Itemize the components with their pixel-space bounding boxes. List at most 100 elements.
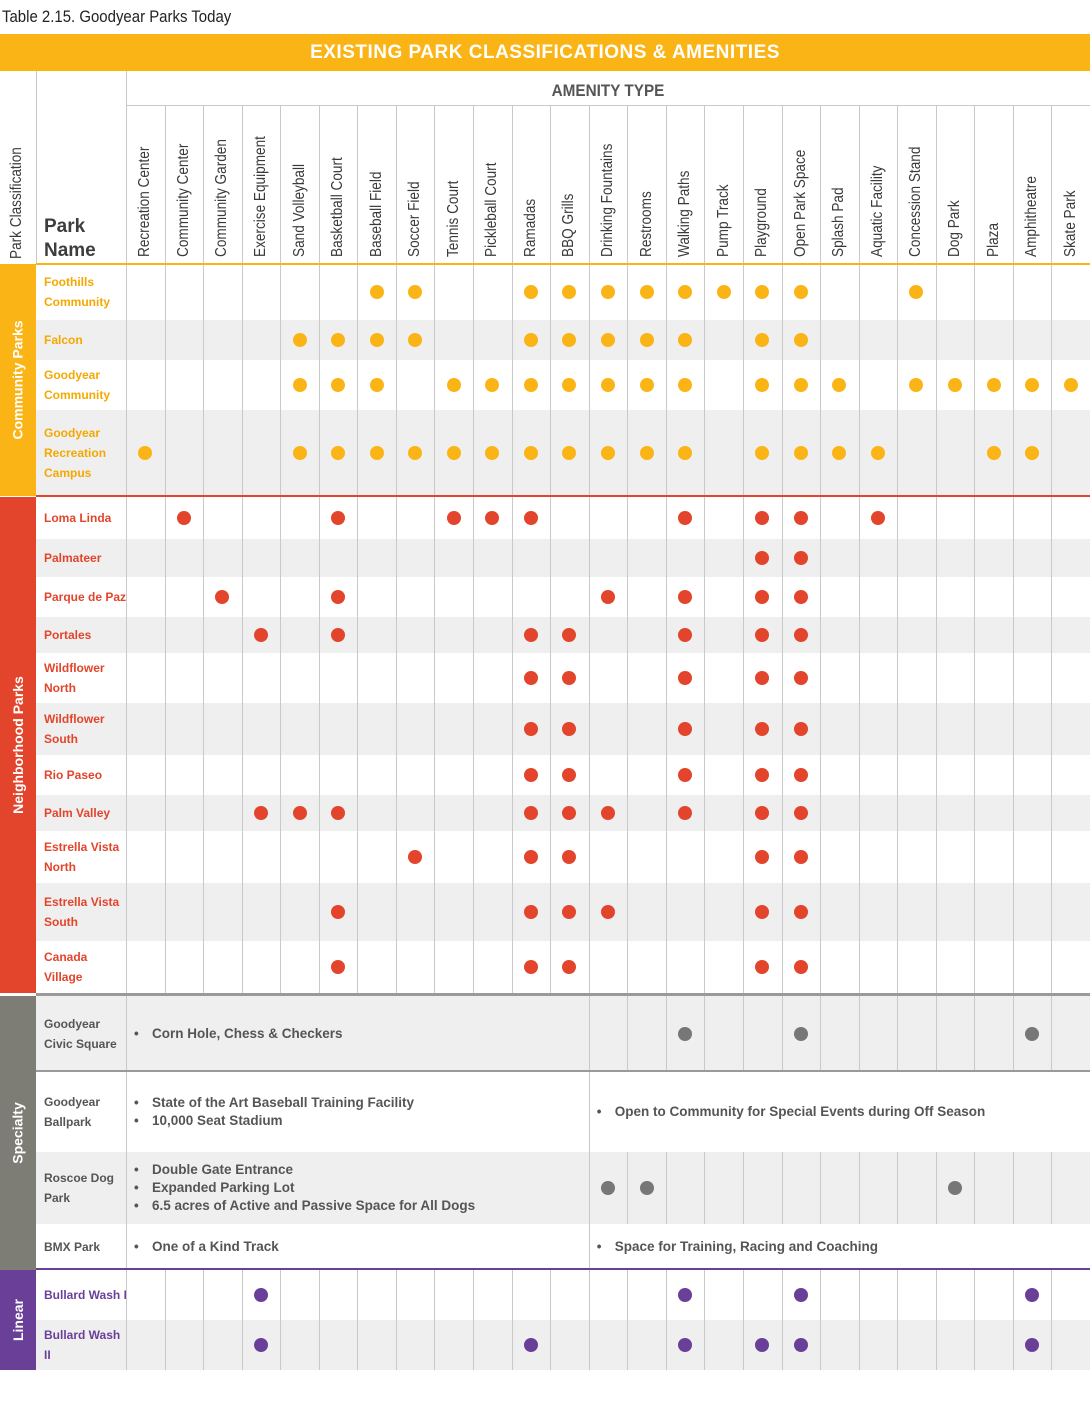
row-divider <box>1012 703 1014 755</box>
note-item: 10,000 Seat Stadium <box>134 1112 414 1130</box>
amenity-dot <box>793 551 808 565</box>
row-divider <box>203 577 205 617</box>
row-divider <box>357 1270 359 1320</box>
amenity-dot <box>292 333 307 347</box>
amenity-dot <box>1025 1288 1040 1302</box>
park-name: BMX Park <box>44 1240 101 1254</box>
amenity-dot <box>408 850 423 864</box>
amenity-header-label: Playground <box>753 188 771 257</box>
row-divider <box>781 795 783 831</box>
header-divider <box>820 105 822 264</box>
row-divider <box>781 996 783 1072</box>
row-divider <box>126 577 127 617</box>
row-divider <box>588 1270 590 1320</box>
row-divider <box>241 497 243 539</box>
amenity-dot <box>793 722 808 736</box>
park-name: Parque de Paz <box>44 590 127 604</box>
row-divider <box>897 653 899 703</box>
amenity-dot <box>601 285 615 299</box>
amenity-dot <box>369 333 384 347</box>
row-divider <box>742 320 744 360</box>
row-divider <box>550 883 552 941</box>
amenity-dot <box>369 285 384 299</box>
row-divider <box>280 360 282 410</box>
amenity-dot <box>755 446 770 460</box>
header-divider <box>241 105 243 264</box>
header-divider <box>434 105 436 264</box>
row-divider <box>473 264 475 320</box>
row-divider <box>935 755 937 795</box>
row-divider <box>627 703 629 755</box>
row-divider <box>203 617 205 653</box>
row-divider <box>550 410 552 496</box>
amenity-dot <box>755 671 770 685</box>
row-divider <box>704 883 706 941</box>
amenity-dot <box>639 285 654 299</box>
amenity-header: Amphitheatre <box>1023 162 1041 257</box>
row-divider <box>1012 795 1014 831</box>
amenity-dot <box>678 628 693 642</box>
amenity-dot <box>292 378 307 392</box>
row-divider <box>357 653 359 703</box>
row-divider <box>627 996 629 1072</box>
row-divider <box>126 653 127 703</box>
row-divider <box>280 703 282 755</box>
row-divider <box>164 577 166 617</box>
row-divider <box>511 941 513 993</box>
row-divider <box>935 703 937 755</box>
amenity-header: Basketball Court <box>329 140 347 257</box>
row-divider <box>781 653 783 703</box>
row-divider <box>704 996 706 1072</box>
amenity-dot <box>176 511 191 525</box>
row-divider <box>1012 883 1014 941</box>
row-divider <box>164 831 166 883</box>
row-divider <box>935 264 937 320</box>
note-item: Corn Hole, Chess & Checkers <box>134 1025 343 1043</box>
row-divider <box>897 577 899 617</box>
row-divider <box>395 703 397 755</box>
row-divider <box>820 883 822 941</box>
row-divider <box>241 1270 243 1320</box>
row-divider <box>318 755 320 795</box>
row-divider <box>241 320 243 360</box>
row-divider <box>550 539 552 577</box>
row-divider <box>1051 539 1053 577</box>
row-divider <box>665 755 667 795</box>
amenity-header: Ramadas <box>522 189 540 257</box>
row-divider <box>357 577 359 617</box>
row-divider <box>357 795 359 831</box>
row-divider <box>627 577 629 617</box>
amenity-header-label: Splash Pad <box>830 187 848 257</box>
row-divider <box>550 264 552 320</box>
amenity-header: Restrooms <box>638 180 656 257</box>
header-divider <box>858 105 860 264</box>
table-banner: EXISTING PARK CLASSIFICATIONS & AMENITIE… <box>0 34 1090 71</box>
row-divider <box>665 831 667 883</box>
row-divider <box>627 1152 629 1224</box>
amenity-dot <box>909 285 924 299</box>
amenity-header: Tennis Court <box>445 167 463 257</box>
row-divider <box>241 795 243 831</box>
row-divider <box>164 497 166 539</box>
row-divider <box>897 831 899 883</box>
row-divider <box>395 795 397 831</box>
row-divider <box>126 1152 127 1224</box>
row-divider <box>280 577 282 617</box>
row-divider <box>164 1320 166 1370</box>
header-divider <box>280 105 282 264</box>
row-divider <box>511 577 513 617</box>
amenity-dot <box>253 1338 268 1352</box>
row-divider <box>935 996 937 1072</box>
row-divider <box>280 1320 282 1370</box>
amenity-dot <box>678 1338 693 1352</box>
row-divider <box>357 703 359 755</box>
row-divider <box>1012 539 1014 577</box>
amenity-dot <box>678 446 693 460</box>
row-divider <box>318 539 320 577</box>
row-divider <box>665 1320 667 1370</box>
row-divider <box>858 831 860 883</box>
row-divider <box>742 703 744 755</box>
row-divider <box>318 1320 320 1370</box>
row-divider <box>897 264 899 320</box>
header-divider <box>357 105 359 264</box>
